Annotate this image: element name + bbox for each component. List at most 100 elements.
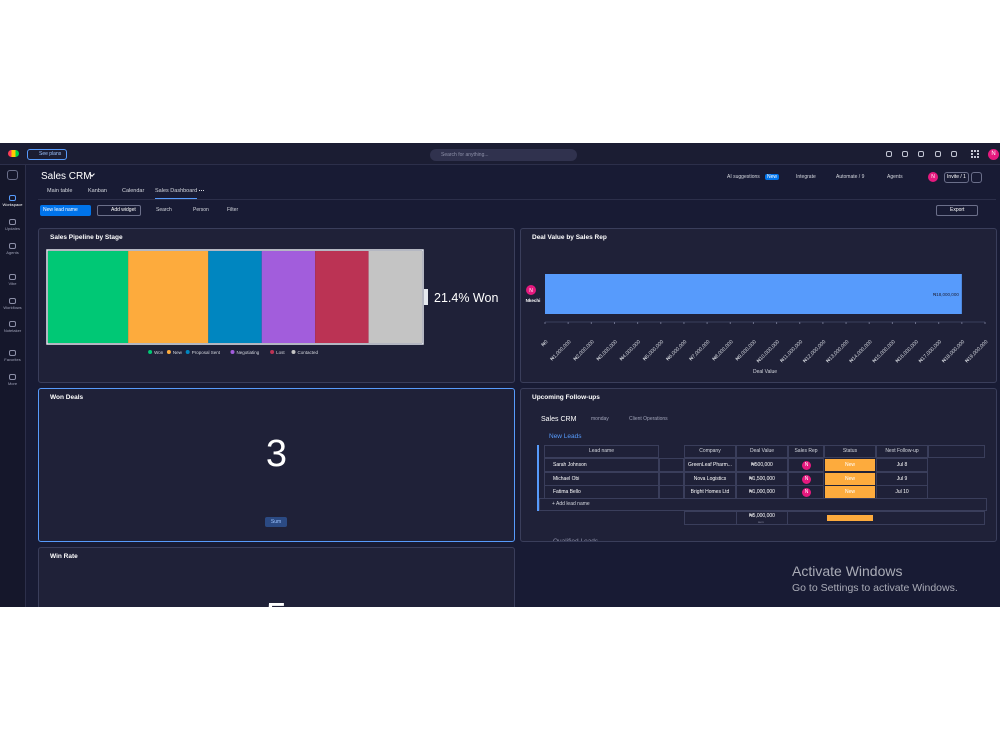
header-action[interactable]: AI suggestions: [727, 174, 760, 180]
cell[interactable]: Fatima Bello: [544, 485, 659, 499]
column-header: Sales Rep: [788, 445, 824, 458]
breadcrumb[interactable]: Sales CRM: [541, 416, 577, 423]
summary-row: [684, 511, 985, 525]
logo: [8, 150, 19, 157]
group-title[interactable]: New Leads: [549, 433, 582, 440]
header-action[interactable]: Agents: [887, 174, 903, 180]
view-tab[interactable]: Main table: [47, 188, 73, 194]
cell: Jul 10: [876, 485, 928, 499]
header-action[interactable]: Integrate: [796, 174, 816, 180]
sidebar-label[interactable]: Updates: [5, 226, 20, 231]
win-rate-widget: Win Rate 5: [38, 547, 515, 607]
widget-title[interactable]: Sales Pipeline by Stage: [50, 234, 123, 241]
view-tab[interactable]: Sales Dashboard: [155, 188, 198, 199]
new-item-button[interactable]: New lead name: [40, 205, 91, 216]
column-header: Lead name: [544, 445, 659, 458]
followups-widget: Upcoming Follow-ups Sales CRM monday Client…: [520, 388, 997, 542]
win-rate-value: 5: [39, 596, 514, 607]
watermark-title: Activate Windows: [792, 563, 903, 579]
widget-title[interactable]: Upcoming Follow-ups: [532, 394, 600, 401]
breadcrumb[interactable]: monday: [591, 416, 609, 422]
invite-button[interactable]: Invite / 1: [944, 172, 969, 183]
sidebar-icon[interactable]: [9, 321, 16, 327]
sum-function: sum: [758, 520, 764, 524]
row-chat[interactable]: [659, 458, 684, 472]
top-icon[interactable]: [886, 151, 892, 157]
widget-title[interactable]: Won Deals: [50, 394, 84, 401]
sidebar-icon[interactable]: [9, 274, 16, 280]
sales-rep-cell: N: [788, 471, 824, 486]
sidebar-toggle[interactable]: [7, 170, 18, 180]
widget-title[interactable]: Win Rate: [50, 553, 78, 560]
toolbar-search[interactable]: Search: [156, 207, 172, 213]
tab-add[interactable]: [211, 187, 216, 193]
sidebar-label[interactable]: Workspace: [2, 202, 23, 207]
status-label: New: [824, 471, 876, 486]
cell: Nova Logistics: [684, 471, 736, 486]
sidebar-icon[interactable]: [9, 219, 16, 225]
tab-more[interactable]: [199, 190, 204, 191]
see-plans-button[interactable]: See plans: [27, 149, 67, 160]
top-icon[interactable]: [918, 151, 924, 157]
status-label: New: [824, 485, 876, 499]
view-tab[interactable]: Calendar: [122, 188, 145, 194]
sidebar-label[interactable]: Favorites: [4, 357, 21, 362]
column-header: Company: [684, 445, 736, 458]
cell[interactable]: Michael Obi: [544, 471, 659, 486]
widget-title[interactable]: Deal Value by Sales Rep: [532, 234, 607, 241]
apps-grid-icon[interactable]: [971, 150, 979, 158]
header-avatar[interactable]: N: [928, 172, 938, 182]
cell: Jul 8: [876, 458, 928, 472]
status-label: New: [824, 458, 876, 472]
function-button[interactable]: Sum: [265, 517, 287, 527]
row-chat[interactable]: [659, 485, 684, 499]
sidebar-label[interactable]: Notetaker: [3, 328, 22, 333]
header-action[interactable]: Automate / 9: [836, 174, 865, 180]
toolbar-person[interactable]: Person: [193, 207, 209, 213]
sidebar-icon[interactable]: [9, 195, 16, 201]
sidebar-icon[interactable]: [9, 243, 16, 249]
export-button[interactable]: Export: [936, 205, 978, 216]
breadcrumb[interactable]: Client Operations: [629, 416, 668, 422]
sidebar-icon[interactable]: [9, 374, 16, 380]
cell[interactable]: Sarah Johnson: [544, 458, 659, 472]
toolbar-filter[interactable]: Filter: [227, 207, 239, 213]
sidebar-label[interactable]: Workflows: [3, 305, 22, 310]
add-row[interactable]: + Add lead name: [539, 498, 987, 511]
avatar: N: [802, 488, 811, 497]
view-tab[interactable]: Kanban: [88, 188, 107, 194]
cell: Bright Homes Ltd: [684, 485, 736, 499]
sidebar-icon[interactable]: [9, 350, 16, 356]
sales-rep-cell: N: [788, 485, 824, 499]
link-button[interactable]: [971, 172, 982, 183]
avatar: N: [802, 461, 811, 470]
next-group-title[interactable]: Qualified Leads: [553, 538, 599, 542]
user-avatar[interactable]: N: [988, 149, 999, 160]
top-icon[interactable]: [935, 151, 941, 157]
won-deals-value: 3: [265, 433, 288, 475]
top-icon[interactable]: [902, 151, 908, 157]
sales-rep-cell: N: [788, 458, 824, 472]
sidebar-label[interactable]: Vibe: [8, 281, 17, 286]
cell: ₦1,000,000: [736, 485, 788, 499]
table: Lead name Company Deal Value Sales Rep Statu…: [537, 445, 987, 525]
app-window: See plans Search for anything... N Workspac…: [0, 143, 1000, 607]
group-bar: [537, 445, 539, 511]
sidebar-icon[interactable]: [9, 298, 16, 304]
search-box[interactable]: Search for anything...: [430, 149, 577, 161]
column-header: Deal Value: [736, 445, 788, 458]
row-chat[interactable]: [659, 471, 684, 486]
add-column[interactable]: [928, 445, 985, 458]
sidebar-label[interactable]: More: [7, 381, 18, 386]
watermark-subtitle: Go to Settings to activate Windows.: [792, 582, 958, 594]
sidebar-label[interactable]: Agents: [6, 250, 19, 255]
board-title[interactable]: Sales CRM: [41, 171, 92, 182]
deal-value-widget: Deal Value by Sales Rep: [520, 228, 997, 383]
header-action[interactable]: New: [765, 174, 780, 180]
top-icon[interactable]: [951, 151, 957, 157]
cell: GreenLeaf Pharm...: [684, 458, 736, 472]
cell: ₦500,000: [736, 458, 788, 472]
add-widget-button[interactable]: Add widget: [97, 205, 141, 216]
status-summary: [827, 515, 873, 521]
